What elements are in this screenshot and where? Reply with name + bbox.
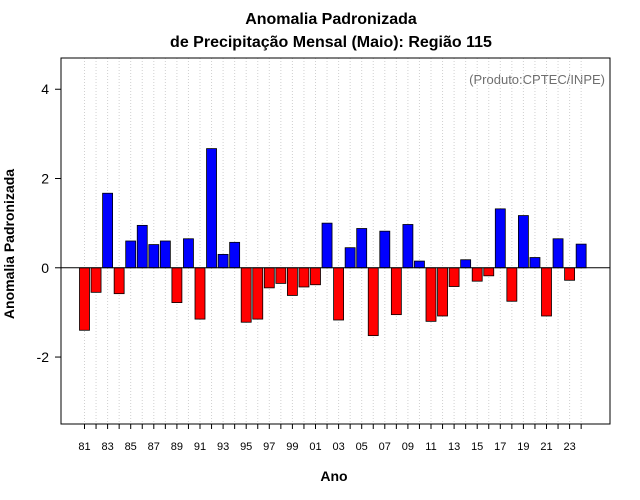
bar-93 bbox=[217, 253, 229, 269]
bar-91 bbox=[194, 267, 206, 320]
x-axis-title: Ano bbox=[320, 468, 347, 484]
bar-04 bbox=[344, 247, 356, 269]
bars-group bbox=[79, 148, 587, 337]
bar-06 bbox=[367, 267, 379, 337]
bar-09 bbox=[402, 224, 414, 269]
bar-03 bbox=[333, 267, 345, 321]
bar-83 bbox=[102, 192, 113, 269]
x-tick-label: 03 bbox=[332, 441, 344, 453]
bar-01 bbox=[310, 267, 321, 286]
x-tick-label: 13 bbox=[448, 441, 460, 453]
bar-18 bbox=[506, 267, 518, 302]
bar-14 bbox=[460, 259, 472, 269]
bar-89 bbox=[171, 267, 183, 303]
bar-20 bbox=[529, 257, 541, 269]
x-tick-label: 23 bbox=[563, 441, 575, 453]
bar-85 bbox=[125, 240, 137, 269]
y-tick-label: 4 bbox=[41, 81, 49, 97]
x-tick-label: 89 bbox=[171, 441, 183, 453]
bar-82 bbox=[90, 267, 102, 293]
bar-00 bbox=[298, 267, 310, 288]
bar-90 bbox=[183, 238, 194, 269]
x-tick-label: 09 bbox=[402, 441, 414, 453]
bar-17 bbox=[494, 208, 506, 269]
x-tick-label: 81 bbox=[78, 441, 90, 453]
bar-05 bbox=[356, 228, 368, 269]
y-axis-title: Anomalia Padronizada bbox=[1, 169, 17, 319]
x-tick-label: 07 bbox=[379, 441, 391, 453]
x-tick-label: 91 bbox=[194, 441, 206, 453]
bar-19 bbox=[518, 215, 529, 269]
x-tick-label: 99 bbox=[286, 441, 298, 453]
bar-11 bbox=[425, 267, 437, 322]
bar-16 bbox=[483, 267, 495, 277]
bar-98 bbox=[275, 267, 287, 284]
x-tick-label: 17 bbox=[494, 441, 506, 453]
source-note: (Produto:CPTEC/INPE) bbox=[469, 72, 605, 87]
y-tick-label: -2 bbox=[37, 349, 50, 365]
bar-13 bbox=[448, 267, 460, 287]
x-tick-label: 19 bbox=[517, 441, 529, 453]
x-tick-label: 85 bbox=[125, 441, 137, 453]
bar-12 bbox=[437, 267, 448, 317]
bar-15 bbox=[471, 267, 483, 282]
bar-21 bbox=[541, 267, 552, 317]
bar-81 bbox=[79, 267, 90, 331]
bar-97 bbox=[263, 267, 275, 289]
y-tick-label: 2 bbox=[41, 171, 49, 187]
bar-99 bbox=[286, 267, 298, 296]
bar-10 bbox=[414, 260, 425, 269]
plot-frame bbox=[60, 57, 611, 425]
x-tick-label: 87 bbox=[148, 441, 160, 453]
bar-02 bbox=[321, 222, 333, 269]
bar-95 bbox=[240, 267, 252, 323]
chart-title-line1: Anomalia Padronizada bbox=[245, 11, 417, 28]
bar-94 bbox=[229, 241, 241, 269]
x-tick-label: 97 bbox=[263, 441, 275, 453]
chart-title-line2: de Precipitação Mensal (Maio): Região 11… bbox=[170, 34, 492, 51]
axes: -2 0 2 4 81 83 85 87 89 91 93 95 97 99 01 03 05 07 09 11 13 1… bbox=[37, 57, 611, 453]
x-tick-label: 05 bbox=[356, 441, 368, 453]
x-tick-label: 95 bbox=[240, 441, 252, 453]
x-tick-label: 11 bbox=[425, 441, 436, 453]
bar-88 bbox=[159, 240, 171, 269]
y-tick-label: 0 bbox=[41, 260, 49, 276]
bar-96 bbox=[252, 267, 264, 320]
bar-86 bbox=[136, 224, 148, 269]
bar-87 bbox=[148, 244, 160, 269]
bar-07 bbox=[379, 230, 391, 269]
bar-08 bbox=[390, 267, 402, 316]
x-tick-label: 93 bbox=[217, 441, 229, 453]
x-tick-label: 01 bbox=[309, 441, 321, 453]
x-tick-label: 83 bbox=[101, 441, 113, 453]
bar-23 bbox=[564, 267, 575, 281]
bar-84 bbox=[113, 267, 125, 295]
grid-lines bbox=[84, 58, 582, 424]
x-tick-label: 15 bbox=[471, 441, 483, 453]
x-tick-label: 21 bbox=[540, 441, 552, 453]
bar-24 bbox=[575, 243, 587, 269]
bar-92 bbox=[206, 148, 217, 269]
bar-22 bbox=[552, 238, 564, 269]
